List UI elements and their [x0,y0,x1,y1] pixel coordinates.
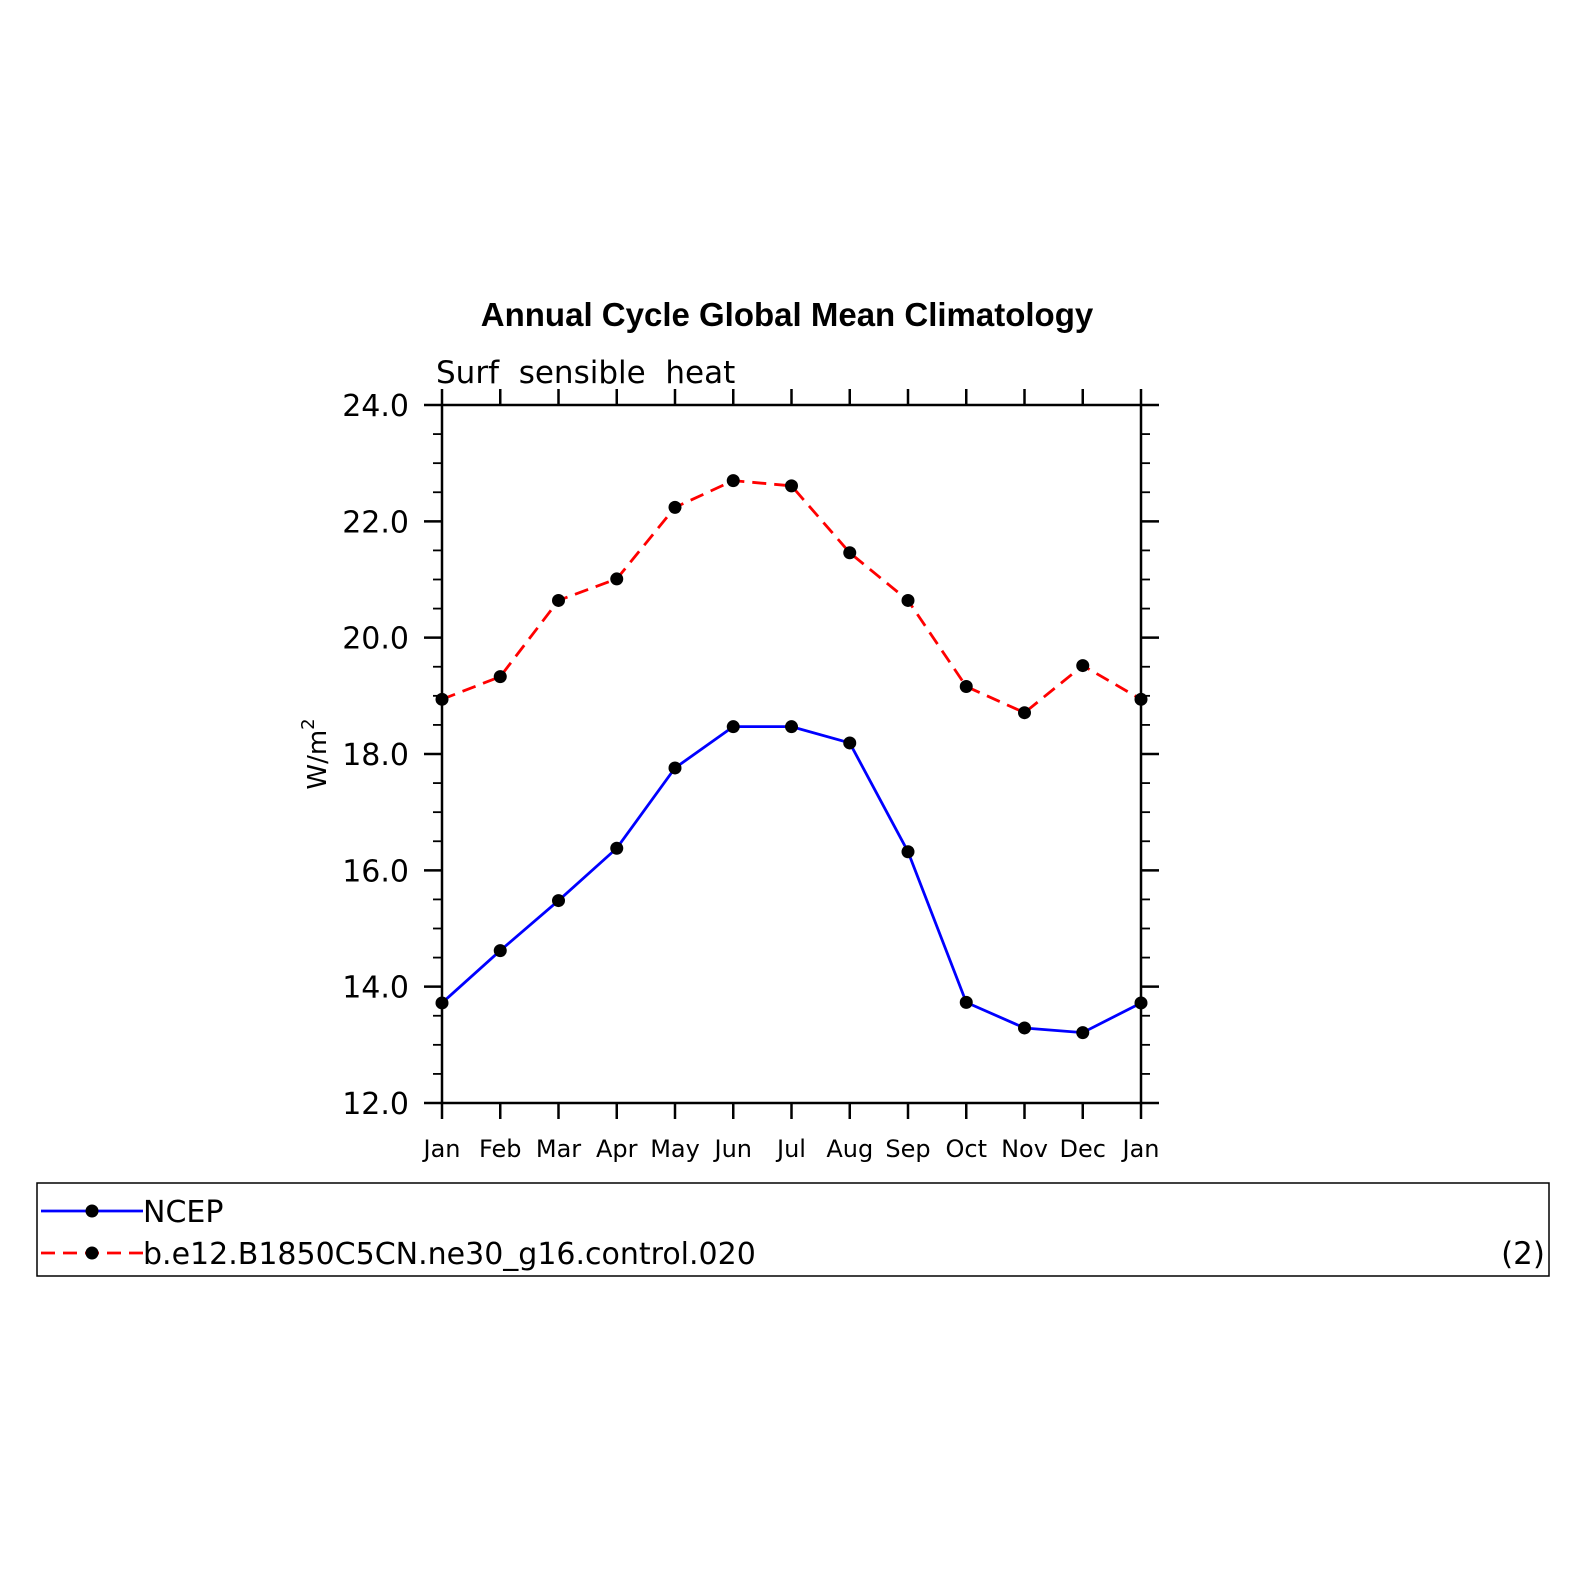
data-point [435,996,449,1010]
plot-frame [440,403,1143,1105]
data-point [493,670,507,684]
y-axis-label: W/m2 [298,718,333,789]
data-point [1018,706,1031,720]
legend-box [36,1182,1550,1277]
data-point [1076,659,1090,673]
chart-subtitle: Surf sensible heat [436,355,735,391]
chart-title: Annual Cycle Global Mean Climatology [481,296,1094,333]
y-tick-label: 16.0 [342,854,409,889]
x-tick-label: Feb [479,1135,522,1163]
x-tick-label: Jan [422,1135,461,1163]
x-tick-label: May [650,1135,700,1163]
y-tick-label: 22.0 [342,505,409,540]
x-tick-label: Jan [1121,1135,1160,1163]
data-point [785,479,798,493]
data-point [610,572,624,586]
data-point [493,944,507,958]
data-point [901,845,915,859]
data-point [610,841,624,855]
legend-note: (2) [1501,1236,1545,1272]
y-tick-label: 18.0 [342,738,409,773]
y-tick-label: 24.0 [342,389,409,424]
data-point [1018,1021,1031,1035]
series-lines [435,474,1148,1040]
data-point [959,995,973,1009]
x-tick-label: Apr [596,1135,638,1163]
x-tick-label: Dec [1060,1135,1106,1163]
data-point [726,474,740,488]
x-tick-label: Oct [946,1135,988,1163]
data-point [1134,692,1148,706]
legend: NCEP b.e12.B1850C5CN.ne30_g16.control.020 [41,1195,756,1272]
data-point [552,593,565,607]
x-tick-label: Nov [1001,1135,1048,1163]
data-point [843,546,857,560]
x-tick-label: Jul [775,1135,806,1163]
series-line-0 [441,725,1142,1035]
x-tick-label: Mar [536,1135,581,1163]
axes: Jan Feb Mar Apr May Jun Jul Aug Sep Oct Nov Dec Jan 1… [298,389,1160,1163]
y-tick-label: 14.0 [342,971,409,1006]
x-tick-label: Sep [885,1135,930,1163]
data-point [1076,1026,1090,1040]
data-point [959,680,973,694]
series-line-1 [441,479,1142,715]
legend-swatch-marker [85,1246,99,1260]
data-point [726,720,740,734]
data-point [668,761,682,775]
y-tick-label: 20.0 [342,622,409,657]
legend-label: b.e12.B1850C5CN.ne30_g16.control.020 [143,1237,756,1272]
data-point [843,736,857,750]
data-point [435,692,449,706]
data-point [785,720,798,734]
data-point [552,894,565,908]
y-tick-label: 12.0 [342,1087,409,1122]
data-point [901,593,915,607]
legend-swatch-marker [85,1204,99,1218]
x-tick-label: Jun [713,1135,753,1163]
data-point [668,500,682,514]
x-tick-label: Aug [826,1135,873,1163]
data-point [1134,996,1148,1010]
legend-label: NCEP [143,1195,223,1230]
